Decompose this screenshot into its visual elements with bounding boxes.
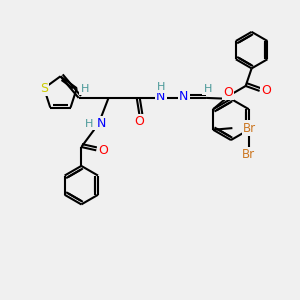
Text: O: O: [99, 144, 109, 157]
Text: H: H: [203, 84, 212, 94]
Text: O: O: [261, 84, 271, 97]
Text: H: H: [85, 119, 94, 129]
Text: N: N: [156, 90, 165, 103]
Text: Br: Br: [243, 122, 256, 135]
Text: O: O: [223, 86, 233, 99]
Text: H: H: [156, 82, 165, 92]
Text: H: H: [80, 84, 89, 94]
Text: S: S: [40, 82, 48, 95]
Text: N: N: [179, 90, 188, 103]
Text: O: O: [134, 115, 144, 128]
Text: N: N: [97, 117, 106, 130]
Text: Br: Br: [242, 148, 255, 161]
